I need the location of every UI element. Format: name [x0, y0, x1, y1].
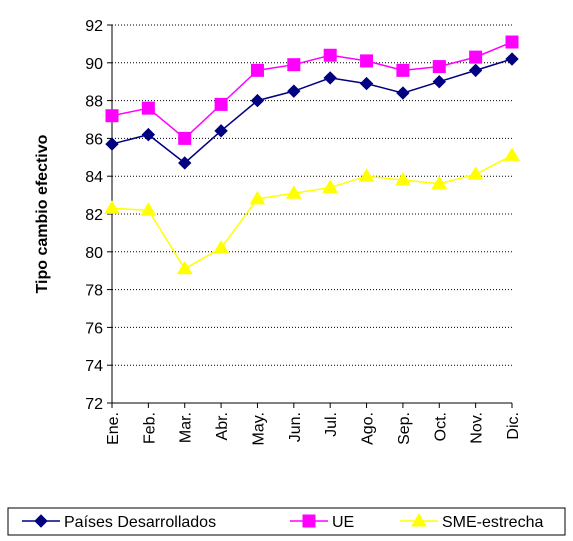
marker: [505, 52, 519, 66]
y-tick-label: 90: [85, 56, 103, 73]
y-tick-label: 76: [85, 320, 103, 337]
y-tick-label: 82: [85, 207, 103, 224]
x-tick-label: Ago.: [360, 412, 377, 445]
marker: [323, 71, 337, 85]
marker: [250, 93, 265, 108]
marker: [467, 166, 484, 180]
legend: [7, 507, 566, 536]
marker: [358, 168, 375, 182]
marker: [359, 76, 374, 91]
legend-label: SME-estrecha: [442, 514, 543, 531]
marker: [214, 97, 228, 111]
marker: [395, 171, 411, 186]
x-tick-label: Jun.: [287, 412, 304, 442]
marker: [504, 147, 520, 161]
x-tick-label: Jul.: [323, 412, 340, 437]
y-tick-label: 84: [85, 169, 103, 186]
marker: [285, 185, 302, 199]
y-tick-label: 74: [85, 358, 103, 375]
y-tick-label: 80: [85, 245, 103, 262]
marker: [432, 74, 446, 89]
x-tick-label: Feb.: [141, 412, 158, 444]
series-line: [111, 154, 513, 270]
y-tick-label: 78: [85, 283, 103, 300]
marker: [141, 127, 156, 142]
marker: [287, 58, 301, 72]
marker: [104, 200, 120, 214]
marker: [250, 63, 264, 77]
x-tick-label: Dic.: [505, 412, 522, 440]
marker: [140, 202, 157, 216]
marker: [360, 54, 374, 68]
marker: [178, 156, 192, 170]
marker: [287, 84, 301, 98]
x-tick-label: Mar.: [178, 412, 195, 443]
marker: [105, 137, 119, 151]
marker: [396, 86, 410, 100]
marker: [468, 63, 483, 78]
marker: [176, 260, 193, 275]
x-tick-label: Oct.: [432, 412, 449, 441]
y-tick-label: 92: [85, 18, 103, 35]
legend-label: UE: [332, 514, 354, 531]
x-tick-label: Ene.: [105, 412, 122, 445]
x-tick-label: May.: [250, 412, 267, 445]
legend-label: Países Desarrollados: [64, 514, 216, 531]
marker: [249, 190, 266, 205]
marker: [432, 60, 446, 74]
marker: [431, 175, 448, 190]
marker: [322, 179, 339, 194]
x-tick-label: Nov.: [469, 412, 486, 444]
y-tick-label: 72: [85, 396, 103, 413]
y-tick-label: 86: [85, 131, 103, 148]
x-tick-label: Sep.: [396, 412, 413, 445]
marker: [469, 50, 483, 64]
marker: [213, 240, 229, 254]
marker: [396, 63, 410, 77]
marker: [323, 48, 337, 62]
x-tick-label: Abr.: [214, 412, 231, 440]
y-tick-label: 88: [85, 94, 103, 111]
marker: [411, 513, 427, 527]
marker: [105, 109, 119, 123]
series-line: [111, 58, 513, 164]
marker: [141, 101, 155, 115]
marker: [178, 131, 192, 145]
marker: [214, 124, 228, 138]
marker: [505, 35, 519, 49]
marker: [302, 514, 316, 528]
marker: [34, 514, 48, 528]
y-axis-label: Tipo cambio efectivo: [34, 134, 51, 293]
series-line: [111, 41, 513, 140]
